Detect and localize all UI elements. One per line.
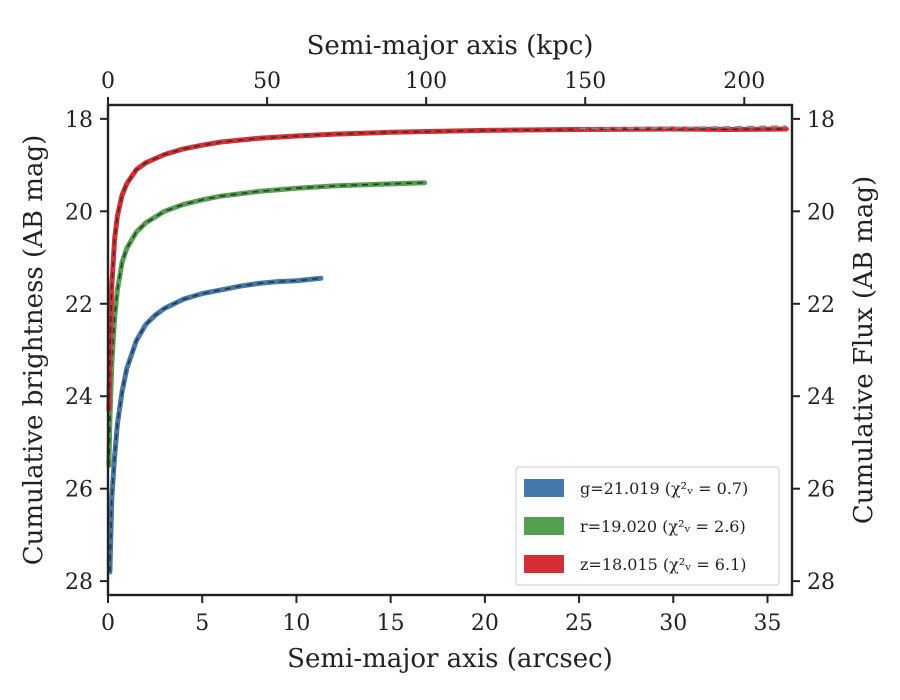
x-tick-label: 15 bbox=[377, 611, 405, 636]
y2-tick-label: 26 bbox=[807, 478, 835, 503]
model-fit-line-z bbox=[108, 128, 787, 411]
legend-swatch bbox=[524, 555, 564, 573]
series-line-r bbox=[106, 180, 428, 469]
legend-swatch bbox=[524, 517, 564, 535]
y-tick-label: 18 bbox=[65, 108, 93, 133]
legend-label: g=21.019 (χ²ᵥ = 0.7) bbox=[580, 479, 748, 498]
x2-tick-label: 50 bbox=[253, 69, 281, 94]
y2-tick-label: 24 bbox=[807, 385, 835, 410]
x-axis-title: Semi-major axis (arcsec) bbox=[287, 644, 613, 674]
legend-label: r=19.020 (χ²ᵥ = 2.6) bbox=[580, 517, 746, 536]
x-tick-label: 35 bbox=[754, 611, 782, 636]
x-tick-label: 0 bbox=[101, 611, 115, 636]
model-fit-line-r bbox=[108, 181, 425, 466]
y-tick-label: 22 bbox=[65, 293, 93, 318]
y-tick-label: 20 bbox=[65, 200, 93, 225]
x-tick-label: 30 bbox=[659, 611, 687, 636]
x2-tick-label: 0 bbox=[101, 69, 115, 94]
y-tick-label: 26 bbox=[65, 478, 93, 503]
y-tick-label: 28 bbox=[65, 570, 93, 595]
y2-tick-label: 22 bbox=[807, 293, 835, 318]
series-line-z bbox=[106, 126, 789, 413]
x2-tick-label: 150 bbox=[564, 69, 606, 94]
y2-axis-title: Cumulative Flux (AB mag) bbox=[849, 176, 879, 524]
y2-tick-label: 28 bbox=[807, 570, 835, 595]
x-tick-label: 10 bbox=[282, 611, 310, 636]
model-fit-line-g bbox=[109, 277, 321, 572]
x-tick-label: 20 bbox=[471, 611, 499, 636]
x-tick-label: 5 bbox=[195, 611, 209, 636]
x2-axis-title: Semi-major axis (kpc) bbox=[307, 31, 594, 61]
series-line-g bbox=[107, 275, 324, 575]
y2-tick-label: 20 bbox=[807, 200, 835, 225]
legend-label: z=18.015 (χ²ᵥ = 6.1) bbox=[580, 555, 746, 574]
y-tick-label: 24 bbox=[65, 385, 93, 410]
legend: g=21.019 (χ²ᵥ = 0.7) r=19.020 (χ²ᵥ = 2.6)… bbox=[515, 466, 780, 586]
y2-tick-label: 18 bbox=[807, 108, 835, 133]
x2-tick-label: 200 bbox=[723, 69, 765, 94]
legend-swatch bbox=[524, 479, 564, 497]
y-axis-title: Cumulative brightness (AB mag) bbox=[19, 135, 49, 566]
plot-frame bbox=[106, 103, 794, 597]
legend-entries: g=21.019 (χ²ᵥ = 0.7) r=19.020 (χ²ᵥ = 2.6)… bbox=[524, 479, 748, 574]
series-layer bbox=[106, 125, 789, 575]
x2-tick-label: 100 bbox=[405, 69, 447, 94]
ticks-layer: 0 5 10 15 20 25 30 35 0 50 100 150 200 18 18 20 20 22 22 24… bbox=[65, 69, 835, 636]
legend-frame bbox=[515, 466, 780, 586]
x-tick-label: 25 bbox=[565, 611, 593, 636]
model-extrapolation-line bbox=[579, 125, 787, 130]
